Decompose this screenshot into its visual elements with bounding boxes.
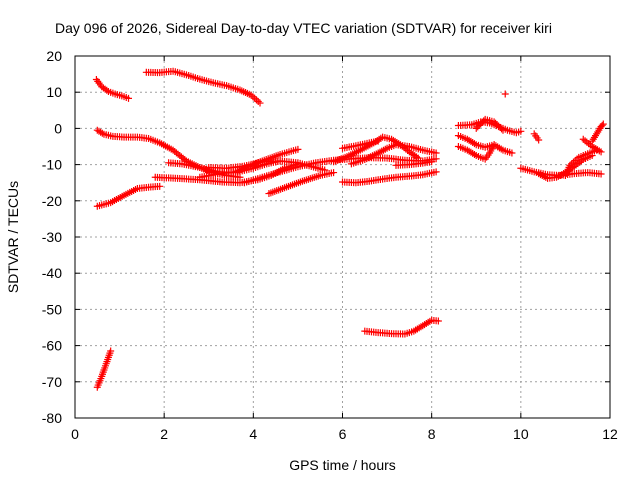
x-tick-label: 6 (339, 426, 347, 442)
x-tick-label: 2 (160, 426, 168, 442)
data-point (98, 129, 106, 137)
data-point (499, 126, 507, 134)
y-tick-label: -70 (42, 374, 62, 390)
y-tick-label: -10 (42, 157, 62, 173)
data-points (92, 67, 607, 391)
data-point (475, 121, 483, 129)
x-tick-label: 0 (71, 426, 79, 442)
data-point (432, 149, 440, 157)
y-tick-label: -20 (42, 193, 62, 209)
data-point (597, 170, 605, 178)
data-point (598, 121, 606, 129)
data-point (294, 145, 302, 153)
data-point (599, 120, 607, 128)
data-point (480, 117, 488, 125)
grid-lines (75, 56, 610, 418)
data-point (125, 94, 132, 102)
data-point (508, 149, 516, 157)
x-tick-label: 8 (428, 426, 436, 442)
data-point (498, 125, 506, 133)
x-tick-label: 10 (513, 426, 529, 442)
data-point (597, 148, 605, 156)
data-point (517, 127, 525, 135)
data-point (256, 99, 264, 107)
plot-frame (74, 55, 611, 419)
y-tick-label: -40 (42, 265, 62, 281)
x-tick-label: 12 (602, 426, 618, 442)
data-point (501, 90, 509, 98)
data-point (254, 97, 262, 105)
y-tick-label: 20 (46, 48, 62, 64)
data-point (434, 317, 442, 325)
y-tick-label: -60 (42, 338, 62, 354)
data-point (478, 118, 486, 126)
data-point (474, 123, 482, 131)
y-tick-label: -30 (42, 229, 62, 245)
data-point (156, 182, 164, 190)
data-point (477, 120, 485, 128)
data-point (330, 169, 338, 177)
data-point (374, 137, 382, 145)
x-tick-label: 4 (249, 426, 257, 442)
axis-ticks: 0 2 4 6 8 10 12 20 10 0 -10 -20 -30 -40 -50 -60 -70 -80 (42, 48, 618, 442)
y-tick-label: 0 (54, 120, 62, 136)
data-point (472, 124, 480, 132)
data-point (107, 347, 115, 355)
y-tick-label: -50 (42, 301, 62, 317)
y-tick-label: 10 (46, 84, 62, 100)
data-point (251, 94, 259, 102)
y-tick-label: -80 (42, 410, 62, 426)
data-point (535, 136, 543, 144)
data-point (103, 86, 111, 94)
data-point (428, 158, 436, 166)
data-point (490, 141, 498, 149)
chart-title: Day 096 of 2026, Sidereal Day-to-day VTE… (55, 20, 552, 36)
y-axis-label: SDTVAR / TECUs (5, 181, 21, 293)
data-point (252, 96, 260, 104)
x-axis-label: GPS time / hours (289, 457, 396, 473)
data-point (432, 168, 440, 176)
